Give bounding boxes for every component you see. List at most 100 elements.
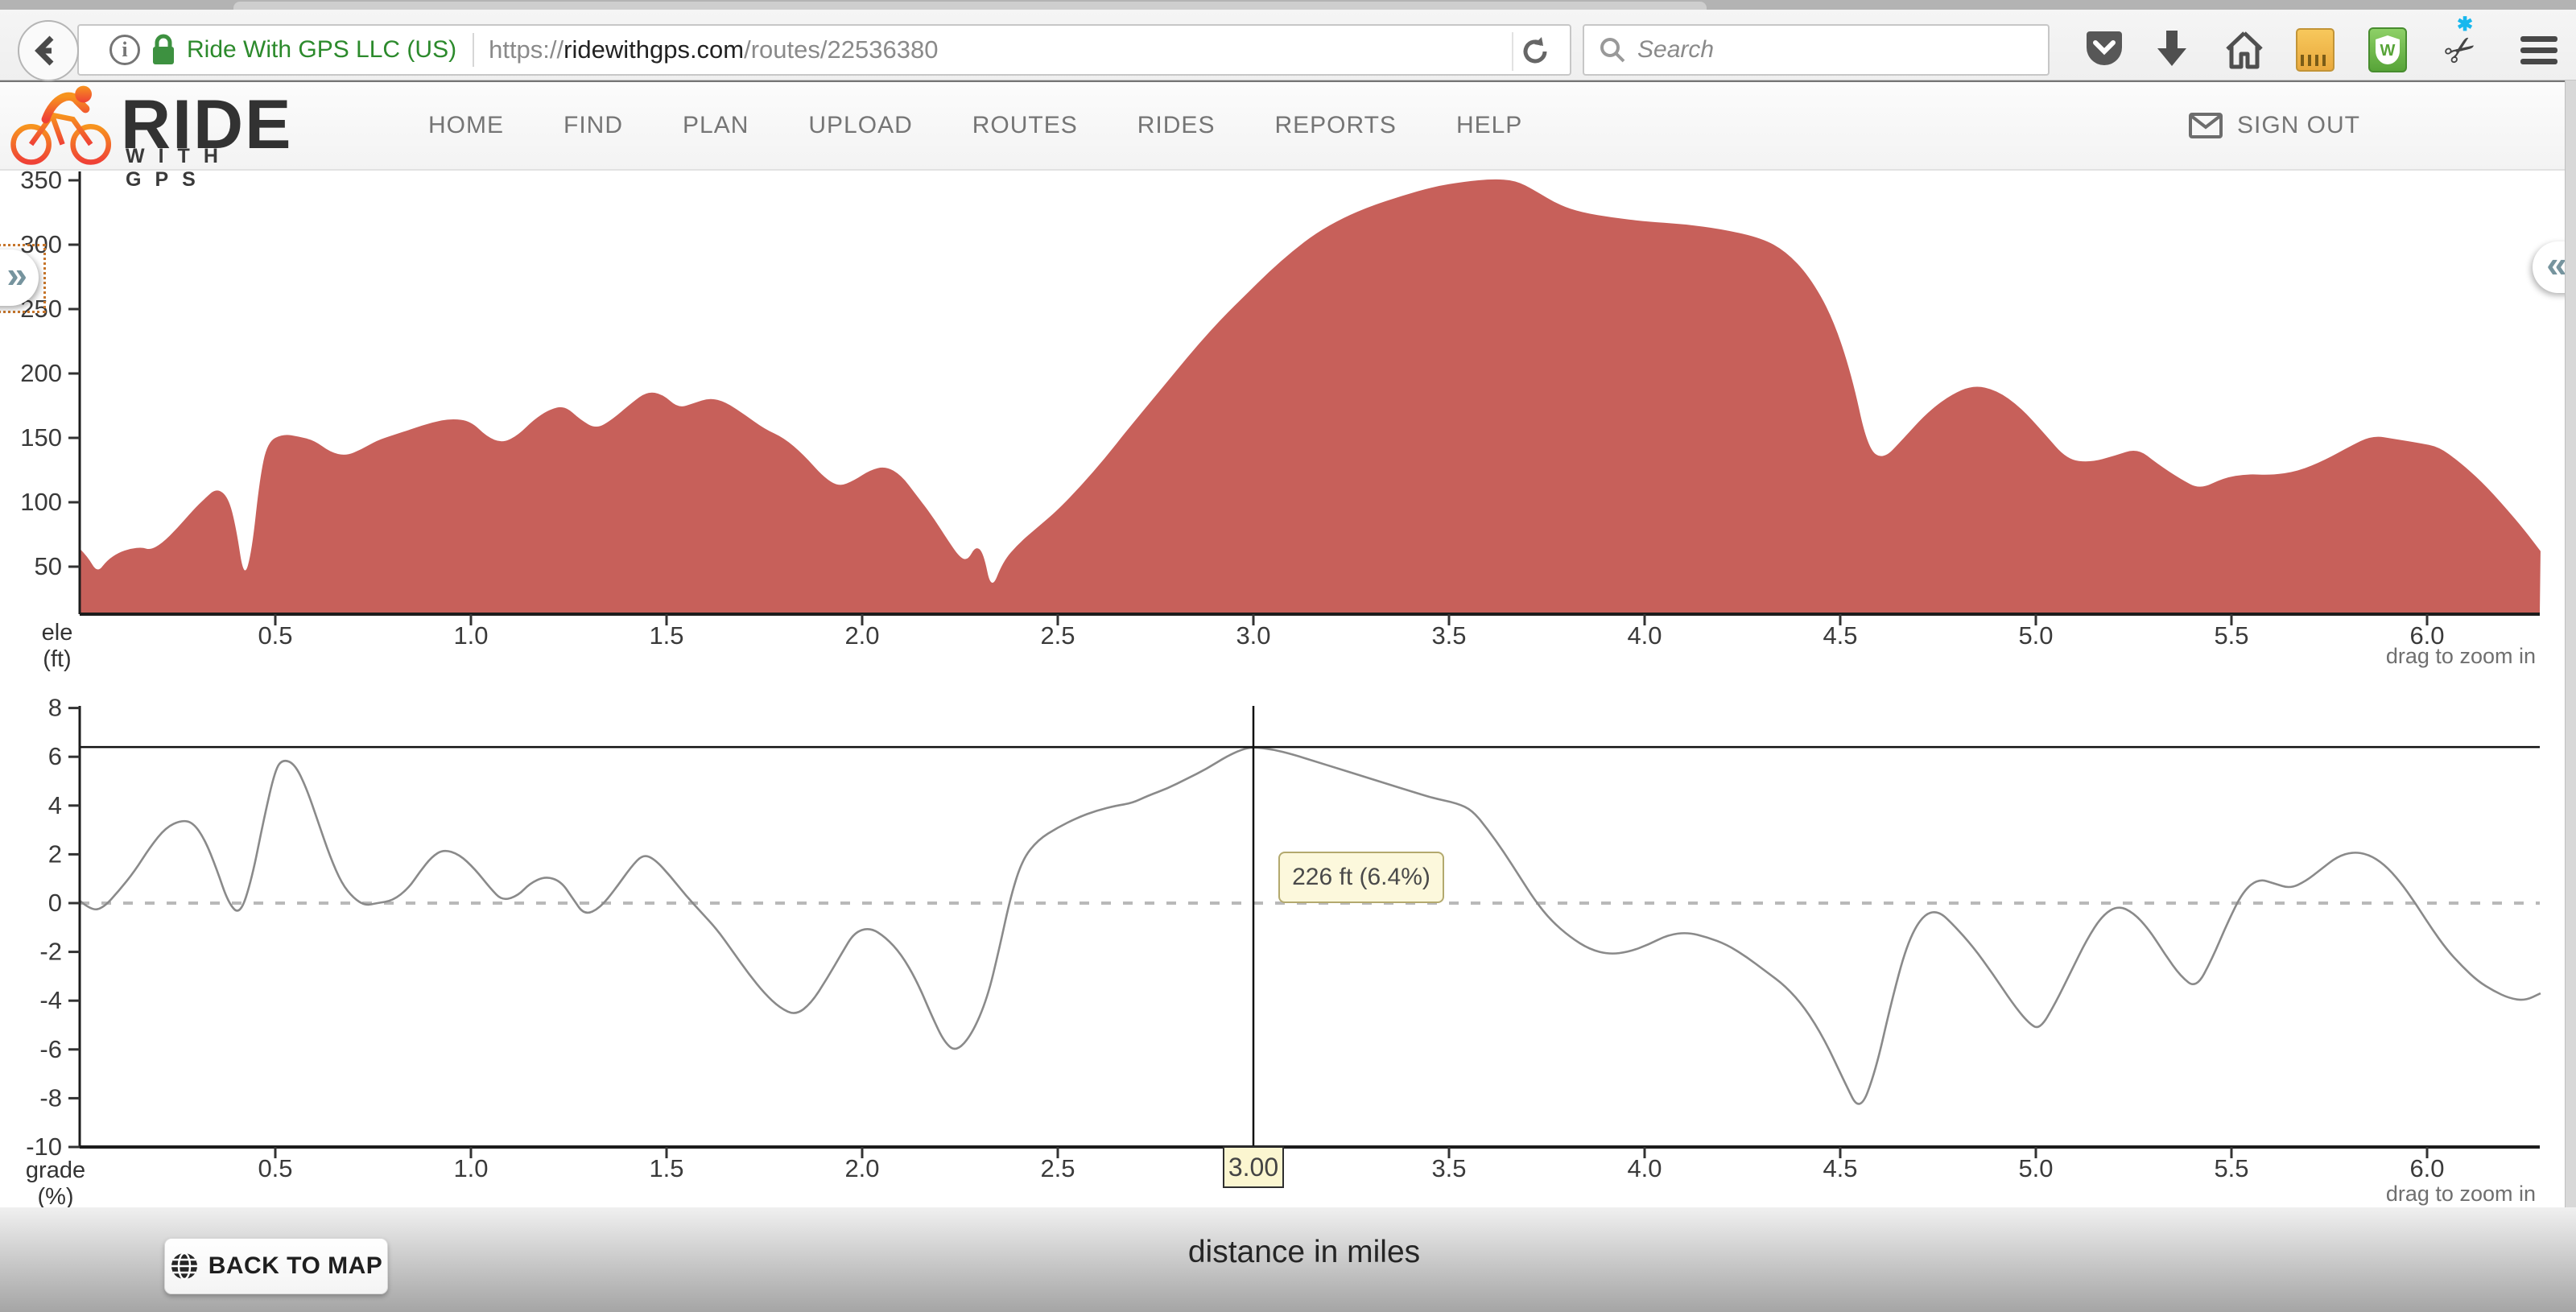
svg-text:1.0: 1.0 [453, 621, 488, 650]
svg-text:1.0: 1.0 [453, 1154, 488, 1182]
svg-text:4: 4 [48, 791, 62, 819]
brand-logo[interactable]: RIDE WITH GPS [8, 84, 291, 191]
footer-bar: BACK TO MAP distance in miles [0, 1207, 2576, 1312]
site-identity-label: Ride With GPS LLC (US) [187, 36, 457, 63]
active-tab[interactable] [233, 2, 1707, 10]
crosshair-tooltip: 226 ft (6.4%) [1278, 852, 1444, 903]
svg-text:5.5: 5.5 [2214, 621, 2248, 650]
elevation-drag-hint: drag to zoom in [2385, 644, 2536, 668]
crosshair-x-label: 3.00 [1223, 1146, 1284, 1188]
svg-text:8: 8 [48, 694, 62, 722]
svg-text:50: 50 [35, 552, 62, 580]
svg-text:4.5: 4.5 [1823, 1154, 1857, 1182]
svg-text:-6: -6 [39, 1035, 62, 1063]
svg-text:-10: -10 [26, 1133, 62, 1161]
back-arrow-icon [35, 35, 54, 66]
grade-drag-hint: drag to zoom in [2385, 1182, 2536, 1206]
svg-text:2.0: 2.0 [844, 621, 879, 650]
search-bar[interactable] [1583, 24, 2050, 76]
nav-item-rides[interactable]: RIDES [1137, 112, 1216, 138]
menu-icon[interactable] [2513, 19, 2565, 80]
svg-text:5.5: 5.5 [2214, 1154, 2248, 1182]
distance-axis-label: distance in miles [1187, 1235, 1421, 1269]
nav-item-reports[interactable]: REPORTS [1274, 112, 1397, 138]
back-to-map-button[interactable]: BACK TO MAP [164, 1238, 388, 1294]
search-icon [1600, 38, 1625, 63]
svg-text:W: W [2380, 42, 2396, 60]
svg-text:0: 0 [48, 889, 62, 917]
nav-item-help[interactable]: HELP [1455, 112, 1523, 138]
grade-axis-caption: grade (%) [25, 1157, 86, 1210]
reload-icon [1523, 37, 1547, 64]
url-domain: ridewithgps.com [564, 35, 745, 64]
url-separator [473, 33, 475, 67]
home-icon[interactable] [2219, 19, 2270, 80]
svg-text:2: 2 [48, 840, 62, 868]
shield-extension-icon[interactable]: W [2362, 19, 2413, 80]
svg-text:0.5: 0.5 [258, 1154, 292, 1182]
url-bar[interactable]: i Ride With GPS LLC (US) https://ridewit… [77, 24, 1571, 76]
svg-text:3.0: 3.0 [1236, 621, 1270, 650]
svg-text:2.0: 2.0 [844, 1154, 879, 1182]
url-path: /routes/22536380 [744, 35, 939, 64]
main-nav: HOME FIND PLAN UPLOAD ROUTES RIDES REPORTS HELP [428, 82, 1522, 169]
svg-text:3.5: 3.5 [1431, 621, 1466, 650]
svg-text:6.0: 6.0 [2409, 621, 2444, 650]
svg-text:0.5: 0.5 [258, 621, 292, 650]
chevron-right-icon: » [6, 254, 27, 295]
url-scheme: https:// [489, 35, 564, 64]
svg-text:-2: -2 [39, 938, 62, 966]
svg-text:6.0: 6.0 [2409, 1154, 2444, 1182]
envelope-icon [2188, 113, 2223, 138]
svg-text:2.5: 2.5 [1040, 621, 1075, 650]
svg-text:6: 6 [48, 742, 62, 770]
elevation-axis-caption: ele (ft) [41, 620, 73, 672]
url-text[interactable]: https://ridewithgps.com/routes/22536380 [489, 35, 938, 64]
search-input[interactable] [1637, 36, 2008, 64]
svg-text:1.5: 1.5 [649, 621, 683, 650]
lock-icon [153, 34, 174, 64]
svg-text:1.5: 1.5 [649, 1154, 683, 1182]
svg-text:-8: -8 [39, 1083, 62, 1112]
site-identity-block[interactable]: i Ride With GPS LLC (US) [79, 33, 456, 67]
sign-out-button[interactable]: SIGN OUT [2188, 82, 2360, 169]
download-icon[interactable] [2146, 19, 2198, 80]
svg-text:100: 100 [20, 488, 62, 516]
svg-text:5.0: 5.0 [2018, 1154, 2053, 1182]
svg-text:4.0: 4.0 [1627, 621, 1662, 650]
measure-extension-icon[interactable] [2289, 19, 2341, 80]
svg-text:4.0: 4.0 [1627, 1154, 1662, 1182]
nav-item-upload[interactable]: UPLOAD [808, 112, 913, 138]
svg-text:2.5: 2.5 [1040, 1154, 1075, 1182]
reload-button[interactable] [1512, 32, 1557, 71]
nav-item-routes[interactable]: ROUTES [972, 112, 1078, 138]
cyclist-icon [10, 85, 112, 165]
sign-out-label: SIGN OUT [2236, 112, 2360, 138]
browser-tab-strip[interactable] [0, 0, 2576, 10]
pocket-icon[interactable] [2079, 19, 2130, 80]
brand-subtitle: WITH GPS [126, 145, 232, 191]
back-button[interactable] [18, 20, 79, 81]
brand-title: RIDE [121, 86, 293, 163]
chevron-left-icon: « [2546, 243, 2567, 285]
svg-text:4.5: 4.5 [1823, 621, 1857, 650]
elevation-area [80, 179, 2541, 614]
grade-line [79, 746, 2541, 1105]
svg-text:150: 150 [20, 423, 62, 452]
svg-text:3.5: 3.5 [1431, 1154, 1466, 1182]
back-to-map-label: BACK TO MAP [208, 1252, 383, 1279]
left-panel-toggle-focus-ring [0, 244, 46, 313]
scrollbar[interactable] [2565, 80, 2576, 1312]
svg-text:-4: -4 [39, 986, 62, 1014]
svg-text:350: 350 [20, 166, 62, 194]
site-header: RIDE WITH GPS HOME FIND PLAN UPLOAD ROUTES RI… [0, 80, 2576, 191]
nav-item-find[interactable]: FIND [564, 112, 623, 138]
svg-text:5.0: 5.0 [2018, 621, 2053, 650]
nav-item-plan[interactable]: PLAN [683, 112, 749, 138]
svg-text:200: 200 [20, 359, 62, 387]
browser-toolbar: i Ride With GPS LLC (US) https://ridewit… [0, 10, 2576, 81]
info-icon[interactable]: i [109, 35, 140, 65]
nav-item-home[interactable]: HOME [428, 112, 504, 138]
